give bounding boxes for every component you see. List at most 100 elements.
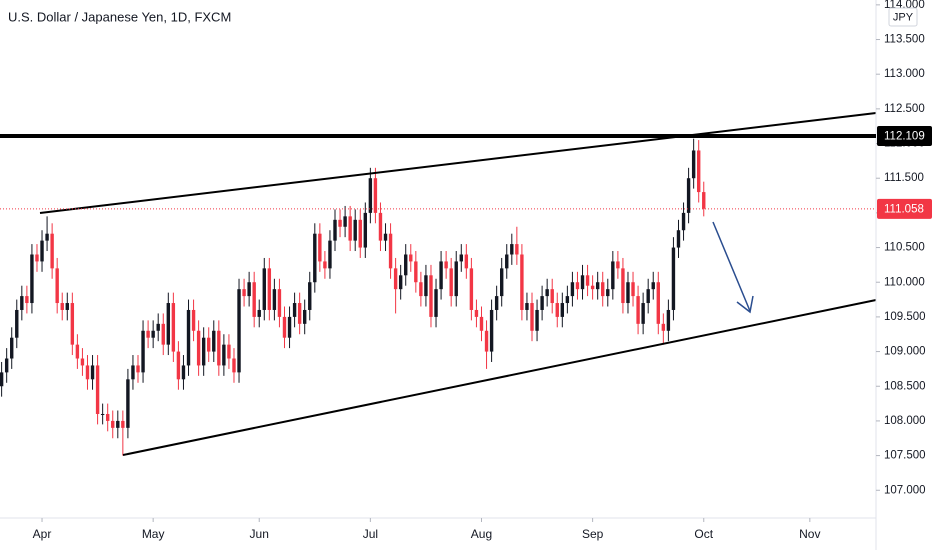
- candle-body: [646, 289, 650, 304]
- candle-body: [378, 212, 383, 241]
- candle-body: [469, 268, 474, 310]
- candle-body: [449, 268, 453, 297]
- candle-body: [50, 233, 54, 269]
- candle-body: [166, 303, 171, 345]
- candle-body: [388, 233, 393, 269]
- x-tick-label: Sep: [582, 527, 604, 541]
- candle-body: [515, 244, 519, 255]
- candle-body: [550, 289, 554, 304]
- y-tick-label: 110.000: [884, 276, 925, 288]
- candle-body: [373, 178, 378, 213]
- candle-body: [232, 358, 236, 373]
- candle-body: [580, 275, 585, 290]
- candle-body: [30, 254, 34, 304]
- candle-body: [85, 365, 90, 380]
- x-tick-label: Jun: [250, 527, 269, 541]
- candle-body: [90, 365, 95, 380]
- candle-body: [651, 282, 655, 290]
- candle-body: [222, 344, 226, 366]
- candle-body: [621, 268, 625, 304]
- y-tick-label: 113.500: [884, 34, 925, 46]
- candle-body: [297, 303, 302, 324]
- candle-body: [611, 261, 615, 290]
- candle-body: [676, 230, 681, 248]
- y-tick-label: 108.500: [884, 380, 926, 392]
- candle-body: [338, 219, 342, 227]
- candle-body: [454, 261, 458, 297]
- candle-body: [75, 344, 80, 359]
- candle-body: [111, 420, 115, 428]
- candle-body: [505, 254, 509, 269]
- candle-body: [535, 309, 539, 331]
- candle-body: [116, 420, 120, 428]
- plot-area: [0, 138, 706, 456]
- candle-body: [318, 233, 322, 262]
- candle-body: [252, 282, 256, 317]
- candle-body: [474, 309, 479, 317]
- candle-body: [207, 337, 211, 352]
- candle-body: [444, 261, 448, 269]
- candle-body: [666, 309, 671, 331]
- candle-body: [530, 303, 534, 331]
- candle-body: [333, 219, 337, 241]
- candle-body: [520, 254, 524, 310]
- candle-body: [10, 337, 14, 359]
- candle-body: [499, 268, 504, 297]
- candle-body: [146, 330, 150, 338]
- candle-body: [656, 282, 660, 324]
- candle-body: [287, 316, 292, 338]
- candle-body: [212, 330, 216, 352]
- candle-body: [590, 285, 595, 290]
- candle-body: [80, 358, 85, 366]
- candle-body: [181, 365, 186, 380]
- candle-body: [151, 330, 155, 338]
- y-tick-label: 112.500: [884, 103, 925, 115]
- candle-body: [217, 330, 221, 366]
- candle-body: [292, 303, 297, 317]
- candle-body: [131, 365, 135, 380]
- candle-body: [247, 282, 251, 297]
- candle-body: [439, 261, 443, 290]
- y-tick-label: 107.500: [884, 450, 926, 462]
- chart-title: U.S. Dollar / Japanese Yen, 1D, FXCM: [8, 9, 231, 24]
- candle-body: [45, 233, 49, 241]
- candle-body: [479, 316, 484, 331]
- candle-body: [35, 254, 39, 262]
- y-tick-label: 109.000: [884, 346, 926, 358]
- candle-body: [686, 178, 691, 213]
- candle-body: [257, 309, 261, 317]
- candle-body: [434, 289, 438, 317]
- candle-body: [323, 261, 327, 269]
- candle-body: [671, 247, 676, 310]
- lower-trendline: [122, 299, 877, 456]
- currency-box[interactable]: [888, 7, 918, 27]
- candle-body: [570, 282, 575, 297]
- candle-body: [196, 330, 201, 366]
- candle-body: [65, 303, 69, 310]
- candle-body: [105, 413, 110, 421]
- candle-body: [626, 282, 630, 304]
- candle-body: [606, 289, 610, 297]
- candle-body: [636, 296, 640, 324]
- candle-body: [227, 344, 231, 359]
- candle-body: [201, 337, 206, 366]
- x-tick-label: Oct: [694, 527, 713, 541]
- x-tick-label: May: [142, 527, 165, 541]
- upper-trendline: [39, 112, 877, 214]
- candle-body: [414, 261, 418, 283]
- candle-body: [0, 372, 4, 387]
- candle-body: [40, 240, 44, 262]
- candle-body: [641, 303, 645, 324]
- candle-body: [409, 254, 413, 262]
- y-tick-label: 114.000: [884, 0, 925, 11]
- candle-body: [302, 309, 307, 324]
- candle-body: [545, 289, 549, 297]
- candle-body: [601, 282, 605, 297]
- candle-body: [398, 275, 403, 290]
- candle-body: [510, 244, 514, 255]
- candle-body: [4, 358, 9, 373]
- candle-body: [237, 289, 241, 373]
- candle-body: [595, 282, 600, 290]
- currency-label[interactable]: JPY: [893, 11, 914, 23]
